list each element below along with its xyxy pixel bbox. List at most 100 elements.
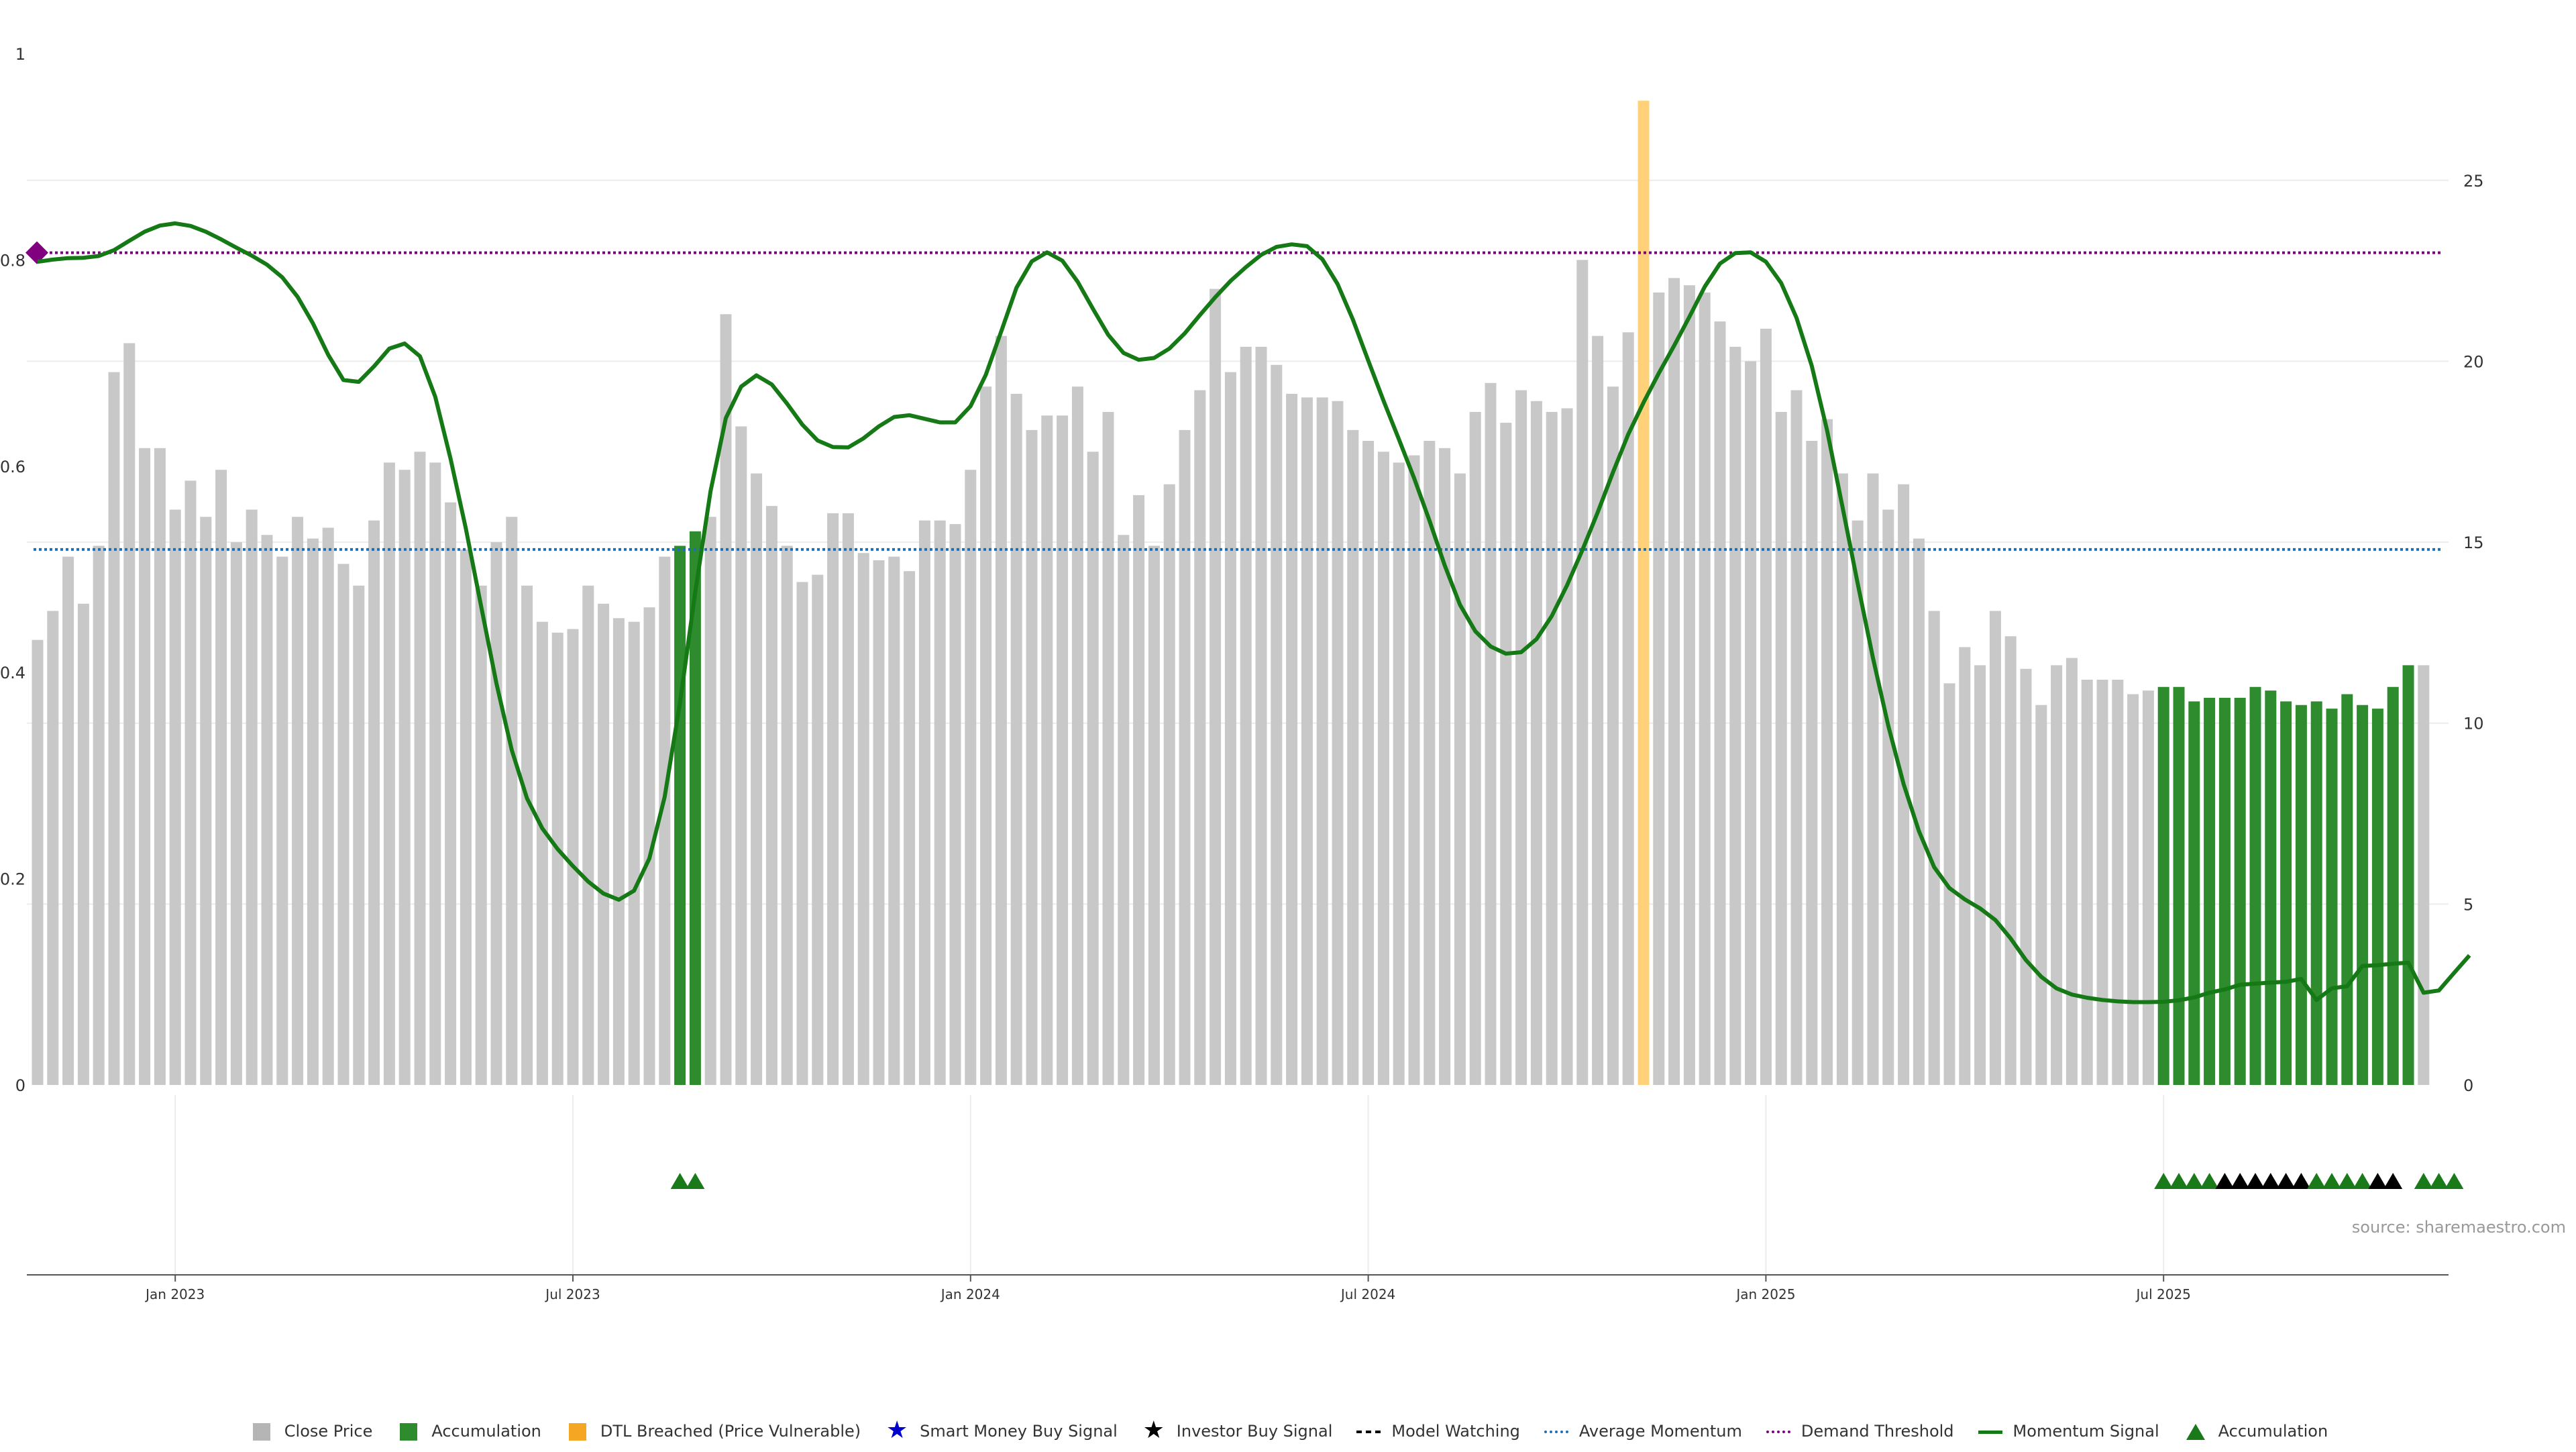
left-axis-tick-label: 0.6 xyxy=(0,458,25,476)
x-tick-label: Jul 2023 xyxy=(544,1286,600,1302)
close-price-bar xyxy=(2112,679,2124,1085)
close-price-bar xyxy=(368,520,380,1085)
close-price-bar xyxy=(1806,441,1818,1085)
close-price-bar xyxy=(246,509,258,1085)
close-price-bar xyxy=(108,372,120,1085)
legend-label: Accumulation xyxy=(431,1422,541,1441)
momentum-signal-line xyxy=(37,221,2471,1004)
close-price-bar xyxy=(322,527,334,1085)
close-price-bar xyxy=(1316,397,1328,1086)
accumulation-signal-marker xyxy=(2337,1173,2357,1189)
close-price-bar xyxy=(628,621,640,1085)
x-tick-label: Jan 2024 xyxy=(940,1286,1000,1302)
investor-signal-marker xyxy=(2276,1173,2296,1189)
close-price-bar xyxy=(1210,289,1222,1086)
close-price-bar xyxy=(1928,611,1940,1085)
right-axis-tick-label: 20 xyxy=(2463,352,2484,371)
close-price-bar xyxy=(918,520,930,1085)
close-price-bar xyxy=(567,629,579,1085)
close-price-bar xyxy=(1041,415,1053,1085)
close-price-bar xyxy=(398,470,411,1085)
close-price-bar xyxy=(414,452,426,1085)
close-price-bar xyxy=(1133,495,1145,1085)
legend-item: ★ Smart Money Buy Signal xyxy=(883,1416,1118,1444)
accumulation-bar xyxy=(2204,697,2216,1085)
close-price-bar xyxy=(1607,386,1619,1086)
close-price-bar xyxy=(1057,415,1069,1085)
close-price-bar xyxy=(904,571,916,1085)
close-price-bar xyxy=(1561,408,1573,1085)
accumulation-bar xyxy=(2402,665,2414,1085)
close-price-bar xyxy=(1087,452,1099,1085)
accumulation-signal-marker xyxy=(2353,1173,2372,1189)
close-price-bar xyxy=(1989,611,2001,1085)
accumulation-bar xyxy=(2157,686,2169,1085)
close-price-bar xyxy=(62,556,74,1085)
chart-legend: Close Price Accumulation DTL Breached (Pri… xyxy=(0,1414,2576,1448)
close-price-bar xyxy=(1836,473,1848,1085)
close-price-bar xyxy=(1026,429,1038,1085)
legend-symbol-star: ★ xyxy=(1142,1416,1165,1444)
legend-symbol-dotted xyxy=(1765,1421,1792,1441)
legend-symbol-square xyxy=(564,1421,591,1441)
close-price-bar xyxy=(812,574,824,1085)
accumulation-bar xyxy=(2188,701,2200,1085)
close-price-bar xyxy=(506,517,518,1085)
close-price-bar xyxy=(353,585,365,1085)
legend-label: Accumulation xyxy=(2218,1422,2328,1441)
close-price-bar xyxy=(612,618,625,1085)
left-axis-tick-label: 0.8 xyxy=(0,251,25,270)
close-price-bar xyxy=(888,556,900,1085)
close-price-bar xyxy=(1714,321,1726,1085)
accumulation-bar xyxy=(2295,705,2307,1085)
accumulation-signal-marker xyxy=(2169,1173,2188,1189)
close-price-bar xyxy=(536,621,548,1085)
legend-label: Model Watching xyxy=(1391,1422,1520,1441)
close-price-bar xyxy=(949,524,961,1085)
close-price-bar xyxy=(215,470,227,1085)
close-price-bar xyxy=(1867,473,1879,1085)
close-price-bar xyxy=(261,535,273,1085)
close-price-bar xyxy=(1301,397,1313,1086)
close-price-bar xyxy=(643,607,655,1085)
close-price-bar xyxy=(1377,452,1389,1085)
close-price-bar xyxy=(1882,509,1894,1085)
close-price-bar xyxy=(445,502,457,1085)
close-price-bar xyxy=(154,448,166,1085)
close-price-bar xyxy=(1179,429,1191,1085)
close-price-bar xyxy=(751,473,763,1085)
dtl-breached-bar xyxy=(1638,101,1650,1085)
close-price-bar xyxy=(307,538,319,1085)
close-price-bar xyxy=(2127,694,2139,1085)
close-price-bar xyxy=(1821,419,1833,1085)
close-price-bar xyxy=(2004,636,2017,1085)
close-price-bar xyxy=(1332,401,1344,1085)
accumulation-signal-marker xyxy=(2322,1173,2341,1189)
legend-label: Close Price xyxy=(284,1422,373,1441)
accumulation-bar xyxy=(674,546,686,1085)
close-price-bar xyxy=(1668,278,1680,1086)
close-price-bar xyxy=(1240,346,1252,1086)
left-axis-tick-label: 1 xyxy=(15,45,25,64)
legend-symbol-star: ★ xyxy=(886,1416,908,1444)
legend-label: Smart Money Buy Signal xyxy=(920,1422,1118,1441)
accumulation-signal-marker xyxy=(2200,1173,2219,1189)
left-axis-tick-label: 0.2 xyxy=(0,870,25,889)
close-price-bar xyxy=(781,546,793,1085)
close-price-bar xyxy=(2142,690,2154,1085)
close-price-bar xyxy=(1454,473,1466,1085)
left-axis-tick-label: 0 xyxy=(15,1076,25,1095)
close-price-bar xyxy=(383,462,395,1085)
close-price-bar xyxy=(1163,484,1175,1085)
close-price-bar xyxy=(276,556,288,1085)
close-price-bar xyxy=(1729,346,1741,1086)
close-price-bar xyxy=(965,470,977,1085)
accumulation-bar xyxy=(2371,709,2383,1085)
close-price-bar xyxy=(1515,390,1527,1085)
legend-symbol-solid xyxy=(1977,1421,2004,1441)
legend-label: Demand Threshold xyxy=(1801,1422,1954,1441)
accumulation-bar xyxy=(2280,701,2292,1085)
legend-label: Investor Buy Signal xyxy=(1176,1422,1333,1441)
close-price-bar xyxy=(1592,335,1604,1086)
investor-signal-marker xyxy=(2383,1173,2403,1189)
